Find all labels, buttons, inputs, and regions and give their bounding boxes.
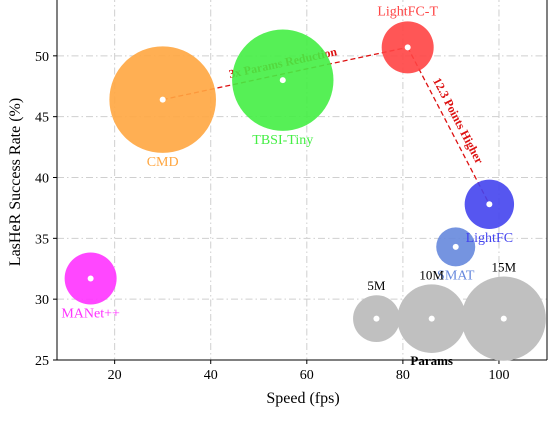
- legend-size-label: 15M: [491, 260, 516, 275]
- x-tick-label: 60: [300, 368, 314, 383]
- bubble-label: SMAT: [437, 268, 475, 283]
- legend-title: Params: [410, 353, 453, 368]
- bubble-label: TBSI-Tiny: [252, 133, 313, 148]
- bubble-center-dot: [159, 96, 166, 103]
- bubble-center-dot: [279, 77, 286, 84]
- bubble-label: LightFC-T: [377, 4, 438, 19]
- connection-label: 12.3 Points Higher: [430, 75, 487, 166]
- y-tick-label: 35: [35, 232, 49, 247]
- bubble-label: MANet++: [61, 306, 120, 321]
- y-tick-label: 40: [35, 172, 49, 187]
- bubble-center-dot: [486, 201, 493, 208]
- y-tick-label: 30: [35, 293, 49, 308]
- size-legend: 5M 10M 15M Params: [353, 260, 546, 368]
- x-tick-label: 20: [108, 368, 122, 383]
- bubble-label: CMD: [147, 155, 179, 170]
- x-axis-label: Speed (fps): [266, 390, 339, 407]
- bubble-center-dot: [452, 243, 459, 250]
- y-tick-label: 50: [35, 50, 49, 65]
- legend-center-dot: [373, 315, 380, 322]
- legend-center-dot: [428, 315, 435, 322]
- x-tick-label: 80: [396, 368, 410, 383]
- y-axis-label: LasHeR Success Rate (%): [7, 98, 24, 266]
- bubble-center-dot: [87, 275, 94, 282]
- y-tick-label: 45: [35, 111, 49, 126]
- legend-size-label: 10M: [419, 267, 444, 282]
- legend-size-label: 5M: [367, 278, 386, 293]
- legend-center-dot: [500, 315, 507, 322]
- x-tick-label: 100: [488, 368, 509, 383]
- bubble-center-dot: [404, 44, 411, 51]
- axes: 20 40 60 80 100 25 30 35 40 45 50: [35, 0, 548, 383]
- y-tick-label: 25: [35, 354, 49, 369]
- bubble-label: LightFC: [466, 231, 513, 246]
- bubbles: MANet++ CMD TBSI-Tiny LightFC-T LightFC SMAT: [61, 4, 515, 321]
- connection-line: [407, 47, 490, 205]
- x-tick-label: 40: [204, 368, 218, 383]
